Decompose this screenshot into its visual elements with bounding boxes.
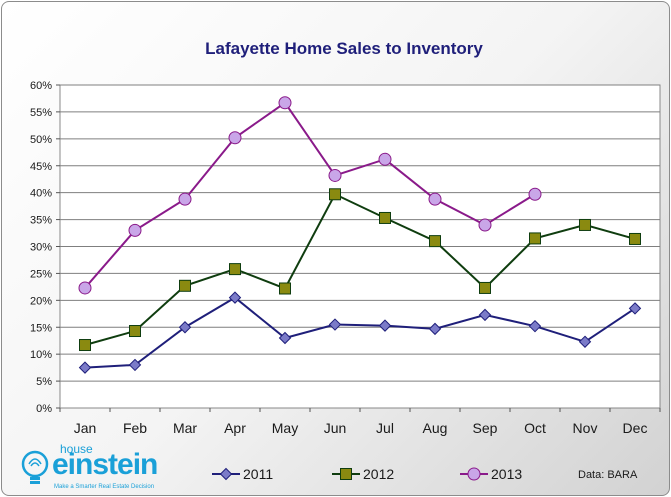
- y-tick-label: 30%: [30, 242, 52, 254]
- data-point: [428, 322, 442, 336]
- data-point: [378, 319, 392, 332]
- series-line: [84, 296, 636, 369]
- series-line: [84, 101, 536, 289]
- data-point: [78, 281, 92, 295]
- y-tick-label: 10%: [30, 349, 52, 361]
- data-point: [629, 232, 641, 245]
- legend-marker: [219, 467, 233, 481]
- x-tick-label: Apr: [224, 420, 246, 436]
- lightbulb-icon: [21, 450, 49, 484]
- data-point: [78, 361, 92, 374]
- series-2011: [78, 291, 642, 374]
- data-point: [328, 318, 342, 331]
- data-point: [579, 218, 591, 231]
- data-point: [479, 281, 491, 294]
- data-point: [278, 331, 292, 345]
- x-tick-label: Jul: [376, 420, 394, 436]
- y-tick-label: 55%: [30, 107, 52, 119]
- source-label: Data: BARA: [578, 469, 638, 481]
- data-point: [478, 218, 492, 232]
- x-tick-label: Sep: [473, 420, 498, 436]
- y-tick-label: 35%: [30, 215, 52, 227]
- legend-label: 2012: [363, 466, 394, 482]
- data-point: [529, 232, 541, 245]
- data-point: [429, 235, 441, 248]
- data-point: [378, 152, 392, 166]
- legend-item-2011: 2011: [212, 466, 273, 482]
- logo-main-text: einstein: [52, 448, 158, 481]
- legend-label: 2013: [491, 466, 522, 482]
- data-point: [229, 263, 241, 276]
- logo: house einstein Make a Smarter Real Estat…: [18, 442, 158, 492]
- data-point: [128, 223, 142, 237]
- x-tick-label: Mar: [173, 420, 197, 436]
- y-tick-label: 45%: [30, 161, 52, 173]
- series-2012: [79, 188, 641, 352]
- data-point: [379, 211, 391, 224]
- x-tick-label: Jun: [324, 420, 347, 436]
- x-tick-label: Aug: [423, 420, 448, 436]
- data-point: [528, 319, 542, 333]
- x-tick-label: Oct: [524, 420, 546, 436]
- data-point: [278, 96, 292, 110]
- data-point: [578, 335, 592, 348]
- y-tick-label: 40%: [30, 188, 52, 200]
- legend-label: 2011: [243, 466, 273, 482]
- y-tick-label: 25%: [30, 268, 52, 280]
- x-tick-label: Dec: [623, 420, 648, 436]
- legend-marker: [340, 468, 352, 480]
- data-point: [279, 282, 291, 295]
- legend-marker: [467, 467, 481, 481]
- y-tick-label: 0%: [36, 403, 52, 415]
- y-tick-label: 60%: [30, 80, 52, 92]
- data-point: [178, 321, 192, 334]
- x-tick-label: Nov: [573, 420, 598, 436]
- data-point: [79, 339, 91, 352]
- data-point: [179, 279, 191, 292]
- data-point: [228, 291, 242, 304]
- data-point: [178, 192, 192, 206]
- data-point: [328, 168, 342, 182]
- x-tick-label: Feb: [123, 420, 147, 436]
- data-point: [329, 188, 341, 201]
- data-point: [128, 358, 142, 372]
- y-tick-label: 20%: [30, 295, 52, 307]
- series-2013: [78, 96, 542, 295]
- y-tick-label: 5%: [36, 376, 52, 388]
- logo-house-text: house: [60, 442, 93, 456]
- data-point: [528, 187, 542, 201]
- y-tick-label: 15%: [30, 322, 52, 334]
- legend-item-2013: 2013: [460, 466, 522, 482]
- chart-title: Lafayette Home Sales to Inventory: [205, 39, 483, 58]
- data-point: [129, 325, 141, 338]
- x-tick-label: Jan: [74, 420, 97, 436]
- x-tick-label: May: [272, 420, 298, 436]
- data-point: [478, 308, 492, 322]
- series-line: [84, 192, 636, 346]
- y-tick-label: 50%: [30, 134, 52, 146]
- logo-tagline: Make a Smarter Real Estate Decision: [54, 484, 155, 490]
- legend-item-2012: 2012: [332, 466, 394, 482]
- data-point: [228, 131, 242, 145]
- data-point: [428, 192, 442, 206]
- data-point: [628, 302, 642, 315]
